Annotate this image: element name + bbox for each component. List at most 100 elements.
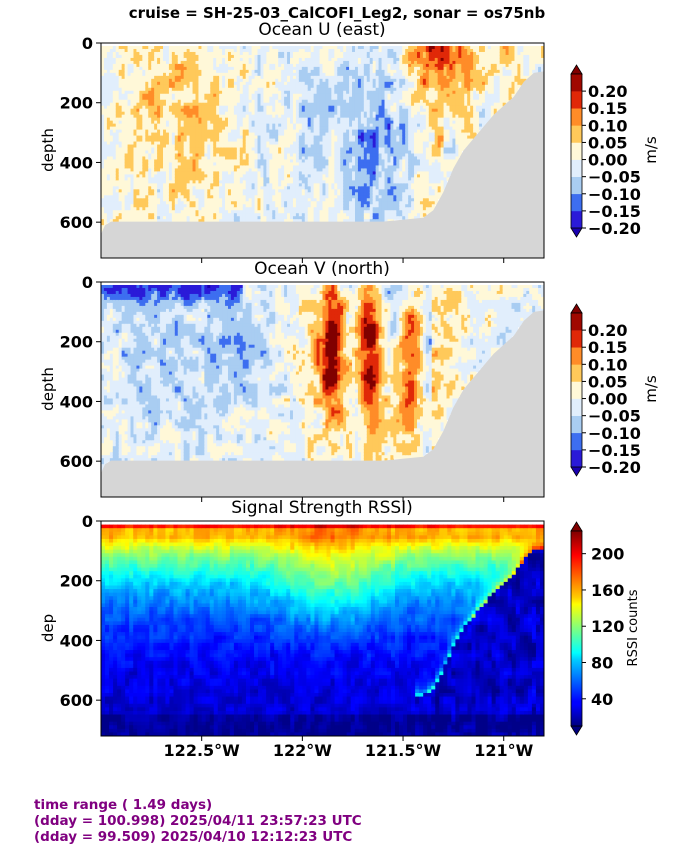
heatmap-cell bbox=[151, 198, 155, 202]
heatmap-cell bbox=[233, 126, 238, 131]
heatmap-cell bbox=[216, 219, 220, 223]
heatmap-cell bbox=[130, 117, 135, 122]
heatmap-cell bbox=[284, 183, 288, 187]
heatmap-cell bbox=[183, 93, 188, 98]
heatmap-cell bbox=[304, 99, 309, 104]
heatmap-cell bbox=[334, 126, 338, 131]
heatmap-cell bbox=[248, 177, 253, 181]
heatmap-cell bbox=[225, 111, 229, 116]
heatmap-cell bbox=[325, 45, 329, 50]
heatmap-cell bbox=[278, 171, 282, 175]
heatmap-cell bbox=[275, 213, 279, 217]
heatmap-cell bbox=[328, 48, 332, 53]
heatmap-cell bbox=[213, 51, 217, 56]
heatmap-cell bbox=[174, 219, 179, 223]
heatmap-cell bbox=[322, 138, 327, 143]
heatmap-cell bbox=[343, 210, 347, 214]
heatmap-cell bbox=[251, 150, 256, 155]
heatmap-cell bbox=[115, 153, 120, 158]
heatmap-cell bbox=[337, 210, 341, 214]
heatmap-cell bbox=[307, 93, 312, 98]
heatmap-cell bbox=[171, 60, 176, 65]
heatmap-cell bbox=[157, 165, 161, 170]
heatmap-cell bbox=[242, 99, 247, 104]
heatmap-cell bbox=[328, 168, 332, 173]
heatmap-cell bbox=[165, 147, 170, 152]
heatmap-cell bbox=[298, 171, 303, 175]
heatmap-cell bbox=[127, 186, 132, 190]
heatmap-cell bbox=[180, 153, 185, 158]
heatmap-cell bbox=[210, 192, 214, 196]
heatmap-cell bbox=[233, 108, 238, 113]
heatmap-cell bbox=[322, 129, 327, 134]
heatmap-cell bbox=[183, 123, 188, 128]
heatmap-cell bbox=[174, 102, 179, 107]
heatmap-cell bbox=[233, 90, 238, 95]
heatmap-cell bbox=[186, 48, 191, 53]
heatmap-cell bbox=[307, 174, 312, 178]
heatmap-cell bbox=[109, 156, 114, 161]
heatmap-cell bbox=[272, 54, 276, 59]
heatmap-cell bbox=[177, 126, 182, 131]
heatmap-cell bbox=[236, 45, 241, 50]
heatmap-cell bbox=[337, 159, 341, 164]
heatmap-cell bbox=[343, 87, 347, 92]
heatmap-cell bbox=[248, 84, 253, 89]
heatmap-cell bbox=[316, 162, 321, 167]
heatmap-cell bbox=[298, 162, 303, 167]
heatmap-cell bbox=[251, 105, 256, 110]
heatmap-cell bbox=[207, 162, 211, 167]
heatmap-cell bbox=[118, 126, 123, 131]
heatmap-cell bbox=[180, 63, 185, 68]
heatmap-cell bbox=[133, 69, 138, 74]
heatmap-cell bbox=[195, 114, 200, 119]
heatmap-cell bbox=[331, 156, 335, 161]
heatmap-cell bbox=[337, 186, 341, 190]
heatmap-cell bbox=[281, 96, 285, 101]
heatmap-cell bbox=[130, 96, 135, 101]
heatmap-cell bbox=[171, 150, 176, 155]
heatmap-cell bbox=[245, 87, 250, 92]
heatmap-cell bbox=[284, 66, 288, 71]
heatmap-cell bbox=[222, 198, 226, 202]
heatmap-cell bbox=[307, 168, 312, 173]
heatmap-cell bbox=[242, 189, 247, 193]
heatmap-cell bbox=[210, 126, 214, 131]
heatmap-cell bbox=[328, 165, 332, 170]
heatmap-cell bbox=[207, 99, 211, 104]
heatmap-cell bbox=[183, 213, 188, 217]
heatmap-cell bbox=[139, 171, 143, 175]
heatmap-cell bbox=[278, 144, 282, 149]
heatmap-cell bbox=[227, 210, 232, 214]
heatmap-cell bbox=[151, 114, 155, 119]
heatmap-cell bbox=[248, 93, 253, 98]
heatmap-cell bbox=[275, 84, 279, 89]
heatmap-cell bbox=[242, 180, 247, 184]
heatmap-cell bbox=[257, 111, 262, 116]
heatmap-cell bbox=[278, 219, 282, 223]
heatmap-cell bbox=[290, 111, 294, 116]
heatmap-cell bbox=[281, 87, 285, 92]
heatmap-cell bbox=[322, 153, 327, 158]
heatmap-cell bbox=[216, 93, 220, 98]
heatmap-cell bbox=[180, 66, 185, 71]
heatmap-cell bbox=[337, 150, 341, 155]
heatmap-cell bbox=[127, 81, 132, 86]
heatmap-cell bbox=[281, 204, 285, 208]
heatmap-cell bbox=[287, 168, 291, 173]
heatmap-cell bbox=[213, 84, 217, 89]
heatmap-cell bbox=[109, 159, 114, 164]
heatmap-cell bbox=[272, 210, 276, 214]
heatmap-cell bbox=[328, 60, 332, 65]
heatmap-cell bbox=[292, 105, 297, 110]
heatmap-cell bbox=[343, 168, 347, 173]
heatmap-cell bbox=[171, 111, 176, 116]
heatmap-cell bbox=[160, 102, 164, 107]
heatmap-cell bbox=[304, 117, 309, 122]
heatmap-cell bbox=[290, 201, 294, 205]
heatmap-cell bbox=[103, 135, 108, 140]
heatmap-cell bbox=[331, 51, 335, 56]
heatmap-cell bbox=[192, 81, 197, 86]
heatmap-cell bbox=[248, 192, 253, 196]
heatmap-cell bbox=[225, 150, 229, 155]
